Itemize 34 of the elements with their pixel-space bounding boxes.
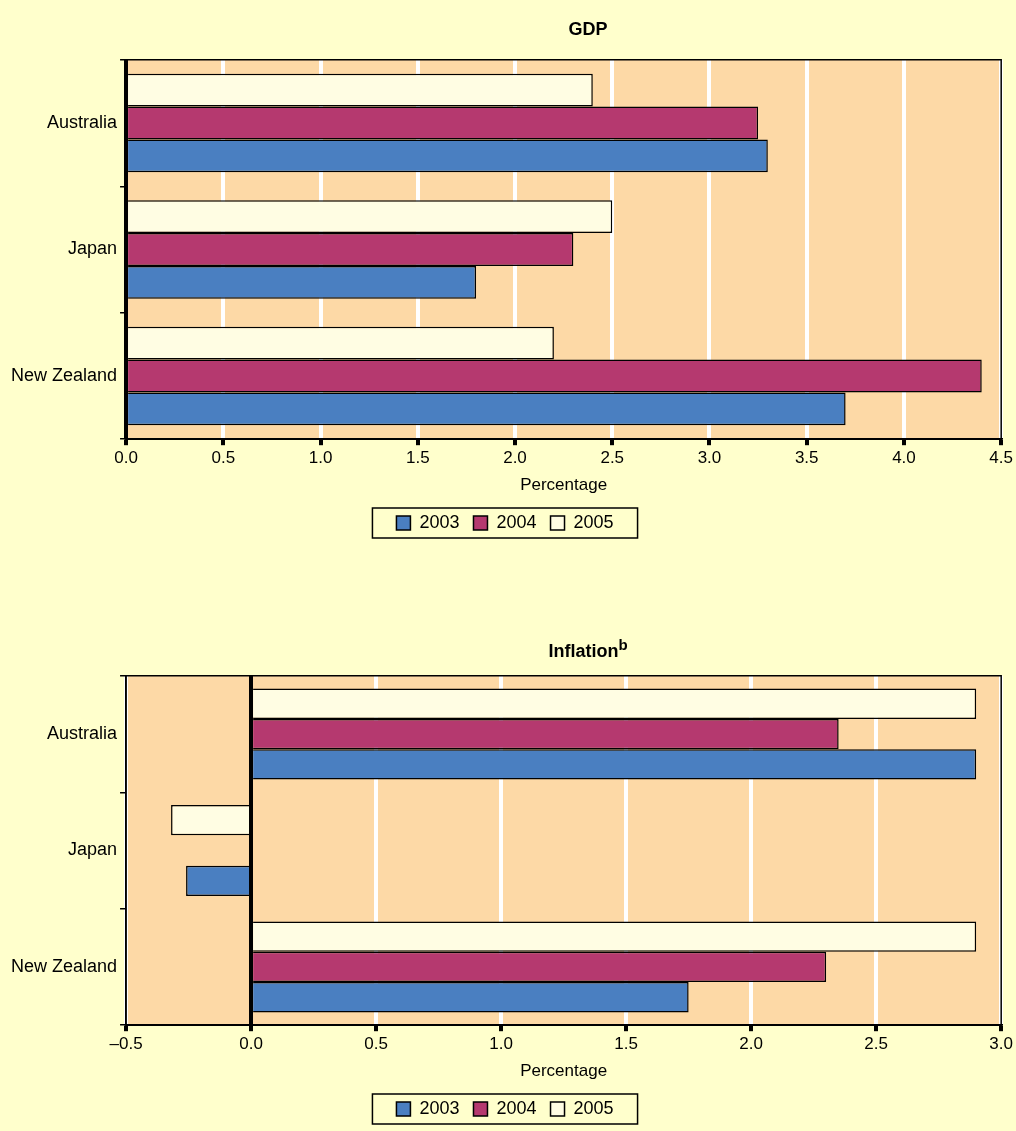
x-tick-label: 0.0 [114,448,138,468]
legend-label: 2005 [573,511,614,532]
x-tick-label: 2.5 [864,1034,888,1054]
legend-label: 2003 [419,511,460,532]
x-tick-label: 1.5 [405,448,430,468]
x-tick-label: 0.5 [211,448,236,468]
y-tick-label: Australia [47,112,119,132]
x-tick-label: 3.0 [697,448,722,468]
x-axis-title: Percentage [520,475,608,495]
x-tick-label: 1.5 [614,1034,638,1054]
y-tick-label: Japan [68,238,118,259]
x-axis-title: Percentage [520,1061,608,1081]
chart-title: GDP [567,18,609,41]
y-tick-label: Japan [68,839,118,860]
x-tick-label: 4.0 [892,448,916,468]
x-tick-label: –0.5 [109,1034,143,1054]
legend-label: 2004 [496,1097,537,1118]
y-tick-label: New Zealand [11,955,118,976]
y-tick-label: Australia [47,723,119,743]
x-tick-label: 4.5 [989,448,1013,468]
legend-label: 2003 [419,1097,460,1118]
legend-label: 2005 [573,1097,614,1118]
x-tick-label: 1.0 [489,1034,513,1054]
x-tick-label: 0.0 [239,1034,263,1054]
x-tick-label: 0.5 [364,1034,388,1054]
x-tick-label: 3.0 [989,1034,1013,1054]
x-tick-label: 2.0 [739,1034,763,1054]
chart-title: Inflation$^{b}$ [547,635,629,662]
x-tick-label: 1.0 [308,448,333,468]
legend-label: 2004 [496,511,537,532]
y-tick-label: New Zealand [11,364,118,385]
x-tick-label: 3.5 [794,448,819,468]
x-tick-label: 2.5 [600,448,625,468]
x-tick-label: 2.0 [503,448,527,468]
